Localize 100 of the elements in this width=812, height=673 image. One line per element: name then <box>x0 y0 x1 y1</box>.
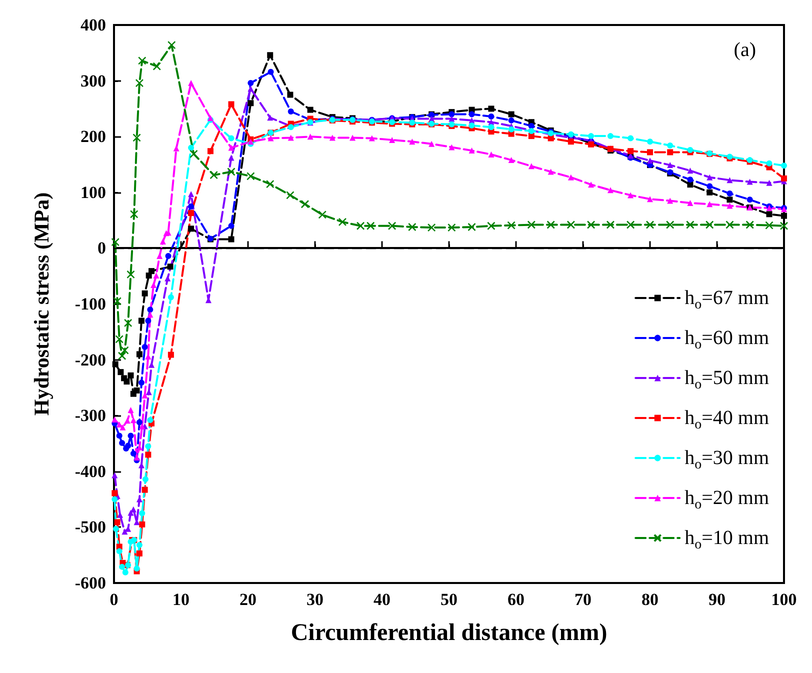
point <box>508 117 514 124</box>
point <box>687 182 694 188</box>
point <box>128 407 134 414</box>
point <box>706 183 713 190</box>
point <box>134 565 140 572</box>
point <box>188 226 194 232</box>
point <box>568 174 574 180</box>
x-tick-label: 20 <box>240 590 256 609</box>
x-tick-label: 70 <box>574 590 592 609</box>
y-tick-label: -100 <box>74 294 106 314</box>
point <box>488 124 494 130</box>
point <box>112 490 118 496</box>
point <box>548 168 554 175</box>
point <box>116 432 122 439</box>
point <box>508 111 514 118</box>
point <box>726 177 733 184</box>
point <box>148 268 155 274</box>
point <box>646 220 654 229</box>
point <box>228 101 234 108</box>
point <box>448 144 455 150</box>
point <box>153 272 160 279</box>
point <box>267 52 274 58</box>
point <box>188 80 194 86</box>
point <box>188 144 194 151</box>
point <box>136 550 142 556</box>
point <box>128 372 134 378</box>
x-tick-label: 40 <box>374 590 390 609</box>
point <box>132 134 141 142</box>
point <box>607 187 614 194</box>
point <box>145 318 152 324</box>
point <box>112 416 118 423</box>
point <box>528 163 534 170</box>
point <box>147 417 154 424</box>
point <box>588 133 594 140</box>
point <box>135 78 144 88</box>
point <box>188 191 194 198</box>
point <box>188 203 194 210</box>
point <box>300 200 310 208</box>
point <box>508 126 514 132</box>
point <box>388 222 396 230</box>
point <box>138 318 144 324</box>
point <box>122 569 128 576</box>
point <box>687 146 694 153</box>
point <box>145 452 152 458</box>
x-tick-label: 90 <box>708 590 726 609</box>
point <box>124 378 130 385</box>
point <box>136 542 142 548</box>
point <box>142 476 148 482</box>
y-tick-label: 300 <box>80 71 106 90</box>
point <box>488 114 494 120</box>
y-tick-label: -200 <box>74 350 106 370</box>
y-tick-label: 0 <box>98 238 106 258</box>
point <box>488 151 494 158</box>
point <box>136 351 142 358</box>
point <box>566 220 576 229</box>
point <box>248 80 254 86</box>
point <box>746 220 754 229</box>
point <box>780 222 788 230</box>
point <box>228 154 234 161</box>
x-tick-label: 80 <box>642 590 658 609</box>
point <box>248 86 254 92</box>
point <box>112 496 118 502</box>
point <box>468 222 476 232</box>
point <box>228 135 234 142</box>
point <box>267 114 274 121</box>
point <box>120 424 126 430</box>
point <box>112 472 118 478</box>
point <box>647 149 653 156</box>
point <box>210 170 218 180</box>
point <box>119 564 126 570</box>
point <box>607 133 614 140</box>
point <box>528 133 534 140</box>
point <box>468 111 475 118</box>
point <box>389 136 396 143</box>
point <box>687 168 694 174</box>
point <box>628 192 634 198</box>
y-tick-label: -500 <box>74 518 106 537</box>
point <box>145 443 152 450</box>
point <box>147 312 154 318</box>
point <box>628 148 634 154</box>
point <box>268 135 274 142</box>
point <box>781 212 787 219</box>
point <box>765 221 774 230</box>
point <box>188 210 194 216</box>
point <box>508 157 514 164</box>
point <box>138 56 146 65</box>
point <box>190 150 198 158</box>
point <box>113 297 122 306</box>
point <box>606 220 615 229</box>
point <box>667 198 674 204</box>
y-tick-label: 200 <box>80 127 106 146</box>
point <box>766 211 772 218</box>
point <box>139 521 146 528</box>
point <box>705 220 714 229</box>
point <box>152 62 162 70</box>
point <box>112 361 118 368</box>
point <box>318 210 327 219</box>
point <box>147 306 154 313</box>
point <box>507 221 516 230</box>
point <box>113 526 120 532</box>
